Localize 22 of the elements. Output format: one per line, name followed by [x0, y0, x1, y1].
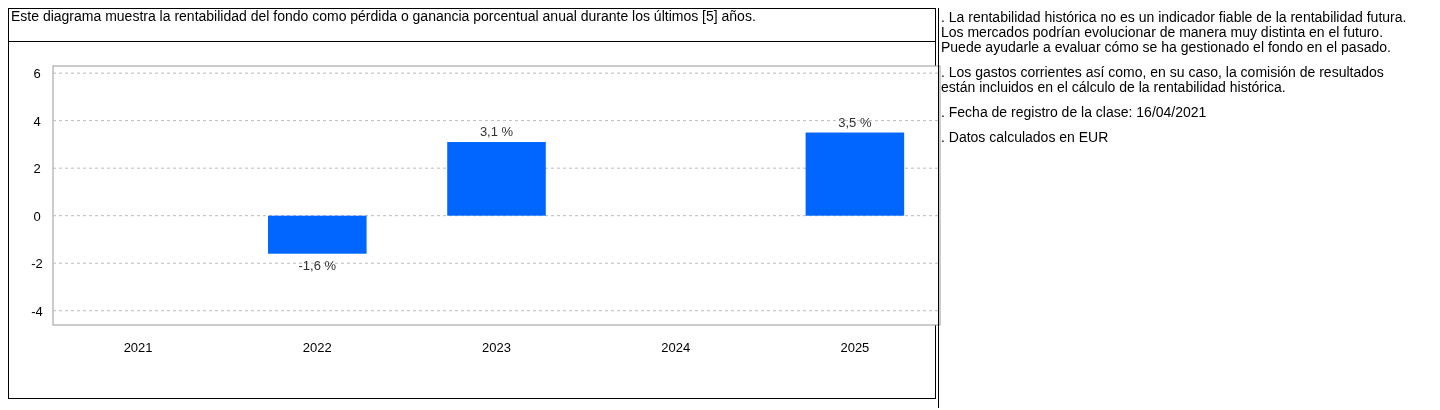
text: . Fecha de registro de la clase: 16/04/2021: [941, 104, 1208, 120]
x-tick-label: 2023: [482, 340, 511, 355]
y-tick-label: 0: [33, 208, 41, 224]
x-tick-label: 2021: [123, 340, 153, 355]
text: . La rentabilidad histórica no es un indicador fiable de la rentabilidad futura. Los mercados podrían evolucionar de manera muy distinta en el futuro. Puede ayudarle a evaluar cómo se ha gestionado el fondo en el pasado.: [941, 9, 1408, 55]
y-tick-label: 4: [33, 113, 41, 129]
data-label: -1,6 %: [298, 257, 337, 273]
x-tick-label: 2022: [302, 340, 332, 355]
y-tick-label: -4: [31, 303, 43, 319]
chart-title: Este diagrama muestra la rentabilidad del fondo como pérdida o ganancia porcentual anual durante los últimos [5] años.: [11, 8, 757, 24]
x-tick-label: 2025: [840, 340, 870, 355]
bar: [268, 215, 367, 254]
y-tick-label: -2: [31, 256, 43, 272]
bar: [805, 132, 905, 216]
data-label: 3,5 %: [838, 114, 872, 130]
bar: [447, 142, 546, 216]
text: . Datos calculados en EUR: [941, 129, 1110, 145]
data-label: 3,1 %: [479, 124, 514, 140]
y-tick-label: 2: [33, 161, 41, 177]
text: . Los gastos corrientes así como, en su caso, la comisión de resultados están incluidos en el cálculo de la rentabilidad histórica.: [941, 64, 1385, 95]
y-tick-label: 6: [33, 66, 41, 82]
x-tick-label: 2024: [661, 340, 691, 355]
